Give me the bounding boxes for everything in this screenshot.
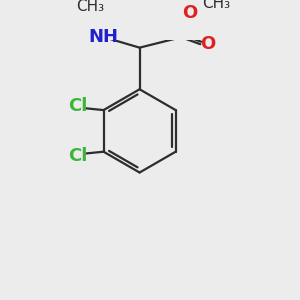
Text: CH₃: CH₃ — [202, 0, 230, 11]
Text: Cl: Cl — [68, 147, 87, 165]
Text: NH: NH — [88, 28, 118, 46]
Text: O: O — [200, 35, 216, 53]
Text: CH₃: CH₃ — [76, 0, 104, 14]
Text: O: O — [182, 4, 197, 22]
Text: Cl: Cl — [68, 97, 87, 115]
